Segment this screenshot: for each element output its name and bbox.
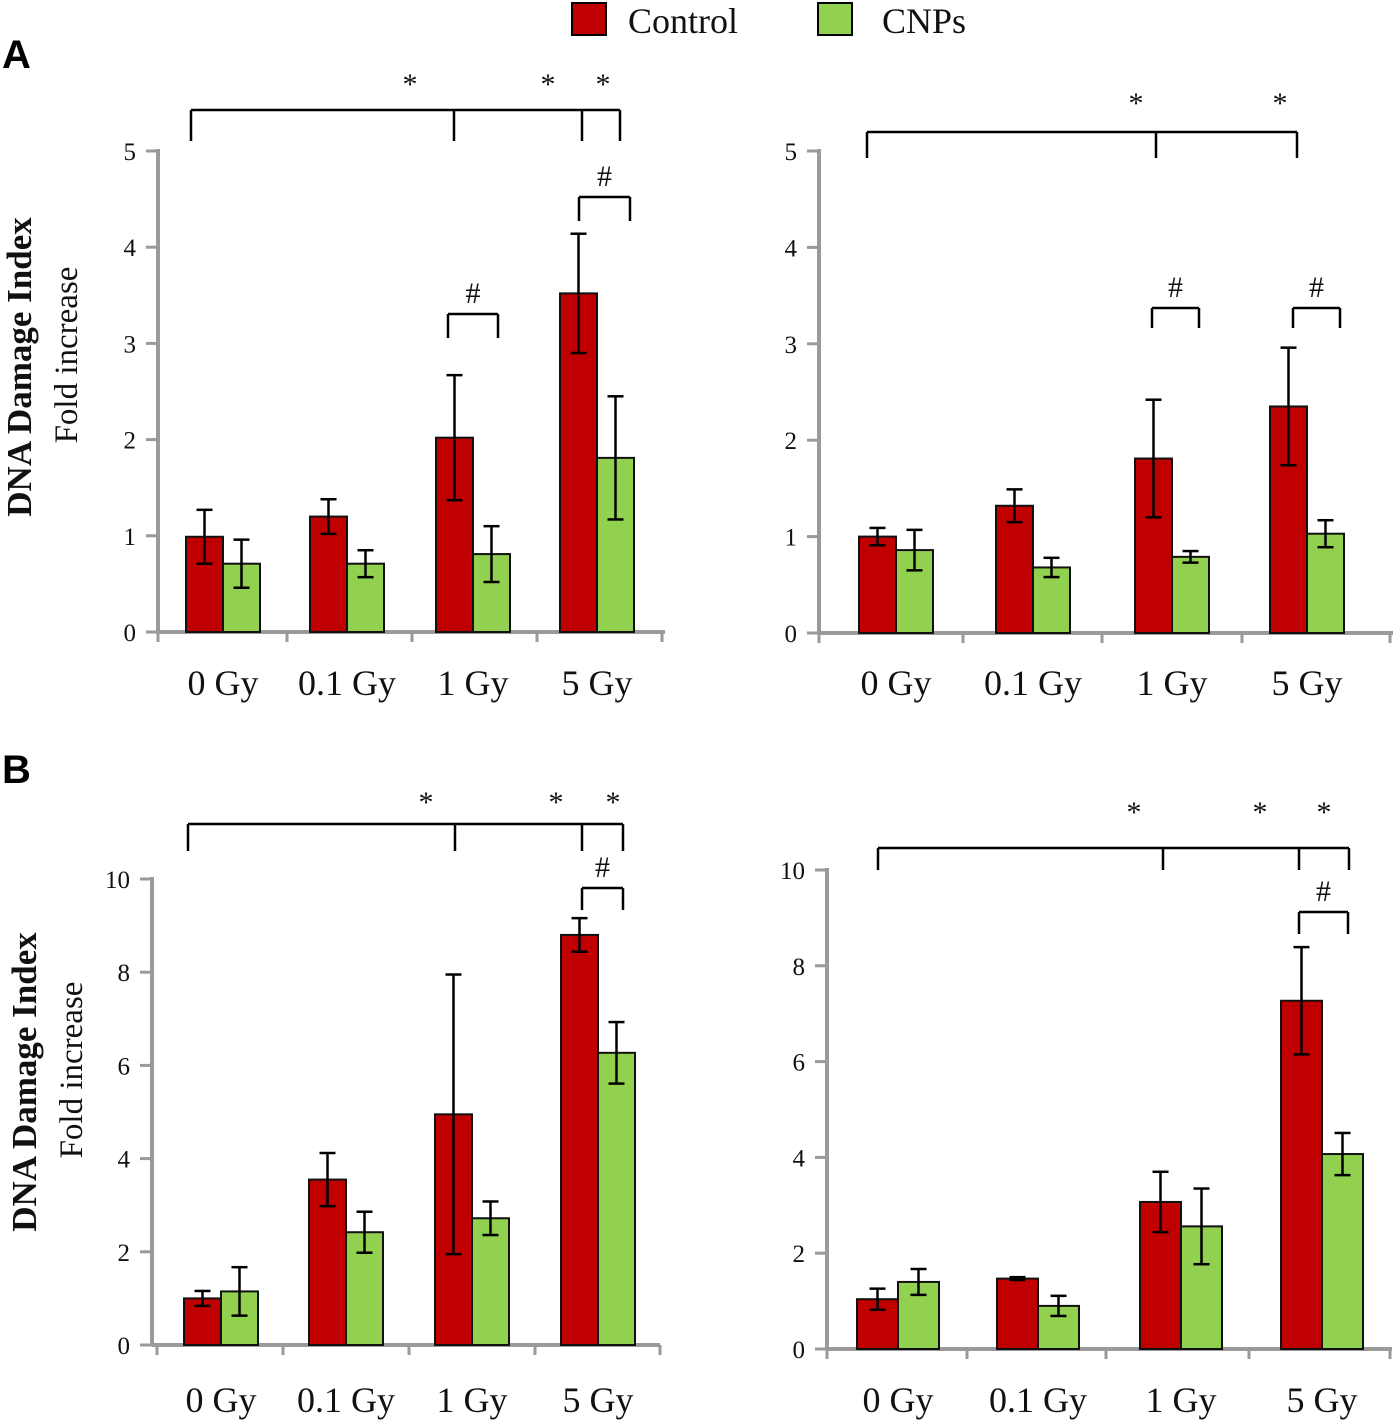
significance-star: * bbox=[403, 68, 418, 101]
y-tick-label: 8 bbox=[118, 960, 131, 987]
x-category-label: 0.1 Gy bbox=[298, 663, 396, 703]
bar-cnps-0-1-gy bbox=[1032, 566, 1071, 634]
y-tick-label: 6 bbox=[118, 1053, 131, 1080]
bar-cnps-5-gy bbox=[597, 1051, 636, 1346]
x-category-label: 5 Gy bbox=[562, 663, 633, 703]
panel-label-a: A bbox=[2, 33, 31, 77]
chart-panel-b-right: 0 2 4 6 8 10 0 Gy 0.1 Gy 1 Gy 5 Gy * * * # bbox=[780, 796, 1392, 1420]
y-tick-label: 10 bbox=[105, 867, 130, 894]
bar-control-0-1-gy bbox=[995, 504, 1034, 635]
x-category-label: 0.1 Gy bbox=[989, 1380, 1087, 1420]
y-tick-label: 0 bbox=[118, 1333, 131, 1360]
x-category-label: 1 Gy bbox=[1146, 1380, 1217, 1420]
y-tick-label: 1 bbox=[785, 525, 798, 552]
y-axis-title-b: DNA Damage Index bbox=[5, 932, 44, 1232]
chart-panel-b-left: 0 2 4 6 8 10 0 Gy 0.1 Gy 1 Gy 5 Gy * * * # bbox=[105, 786, 662, 1420]
y-tick-label: 5 bbox=[124, 139, 137, 166]
y-axis-subtitle-b: Fold increase bbox=[54, 982, 90, 1159]
x-category-label: 0 Gy bbox=[863, 1380, 934, 1420]
y-tick-label: 0 bbox=[793, 1337, 806, 1364]
bar-control-0-gy bbox=[858, 535, 897, 634]
x-category-label: 5 Gy bbox=[1287, 1380, 1358, 1420]
significance-star: * bbox=[549, 786, 564, 819]
y-tick-label: 6 bbox=[793, 1050, 806, 1077]
panel-label-b: B bbox=[2, 748, 31, 792]
y-axis-subtitle-a: Fold increase bbox=[49, 267, 85, 444]
x-category-label: 0 Gy bbox=[861, 663, 932, 703]
bar-control-5-gy bbox=[560, 933, 599, 1346]
y-axis-title-a: DNA Damage Index bbox=[0, 217, 39, 517]
significance-star: * bbox=[1127, 796, 1142, 829]
bar-control-0-1-gy bbox=[996, 1277, 1039, 1351]
y-tick-label: 0 bbox=[124, 620, 137, 647]
significance-star: * bbox=[1129, 87, 1144, 120]
legend-label-cnps: CNPs bbox=[882, 1, 966, 41]
y-tick-label: 2 bbox=[793, 1241, 806, 1268]
legend: Control CNPs bbox=[571, 1, 966, 41]
y-tick-label: 3 bbox=[785, 332, 798, 359]
bar-cnps-5-gy bbox=[1306, 532, 1345, 635]
y-tick-label: 2 bbox=[124, 428, 137, 455]
x-category-label: 0.1 Gy bbox=[984, 663, 1082, 703]
y-tick-label: 4 bbox=[793, 1145, 806, 1172]
significance-star: * bbox=[1273, 87, 1288, 120]
y-tick-label: 8 bbox=[793, 954, 806, 981]
y-tick-label: 3 bbox=[124, 331, 137, 358]
significance-hash: # bbox=[1168, 271, 1183, 304]
y-tick-label: 1 bbox=[124, 524, 137, 551]
bar-cnps-1-gy bbox=[471, 1217, 510, 1347]
significance-star: * bbox=[1253, 796, 1268, 829]
significance-hash: # bbox=[1309, 271, 1324, 304]
x-category-label: 5 Gy bbox=[563, 1380, 634, 1420]
legend-swatch-control bbox=[571, 2, 607, 36]
significance-star: * bbox=[1317, 796, 1332, 829]
significance-hash: # bbox=[1316, 875, 1331, 908]
significance-star: * bbox=[606, 786, 621, 819]
y-tick-label: 0 bbox=[785, 621, 798, 648]
y-tick-label: 4 bbox=[118, 1147, 131, 1174]
significance-star: * bbox=[541, 68, 556, 101]
y-tick-label: 10 bbox=[780, 858, 805, 885]
chart-panel-a-right: 0 1 2 3 4 5 0 Gy 0.1 Gy 1 Gy 5 Gy * * # # bbox=[785, 87, 1393, 703]
y-tick-label: 2 bbox=[785, 428, 798, 455]
significance-star: * bbox=[419, 786, 434, 819]
x-category-label: 5 Gy bbox=[1272, 663, 1343, 703]
x-category-label: 0 Gy bbox=[186, 1380, 257, 1420]
x-category-label: 1 Gy bbox=[438, 663, 509, 703]
x-category-label: 0 Gy bbox=[188, 663, 259, 703]
bar-cnps-5-gy bbox=[1321, 1153, 1364, 1350]
x-category-label: 1 Gy bbox=[1137, 663, 1208, 703]
chart-panel-a-left: 0 1 2 3 4 5 0 Gy 0.1 Gy 1 Gy 5 Gy * * * # # bbox=[124, 68, 665, 703]
significance-hash: # bbox=[595, 851, 610, 884]
legend-swatch-cnps bbox=[817, 2, 853, 36]
bar-control-0-gy bbox=[183, 1297, 222, 1347]
y-tick-label: 4 bbox=[124, 235, 137, 262]
y-tick-label: 2 bbox=[118, 1240, 131, 1267]
significance-hash: # bbox=[597, 160, 612, 193]
bar-cnps-1-gy bbox=[1171, 555, 1210, 634]
x-category-label: 0.1 Gy bbox=[297, 1380, 395, 1420]
legend-label-control: Control bbox=[628, 1, 738, 41]
y-tick-label: 5 bbox=[785, 139, 798, 166]
significance-hash: # bbox=[466, 277, 481, 310]
significance-star: * bbox=[596, 68, 611, 101]
x-category-label: 1 Gy bbox=[437, 1380, 508, 1420]
y-tick-label: 4 bbox=[785, 235, 798, 262]
